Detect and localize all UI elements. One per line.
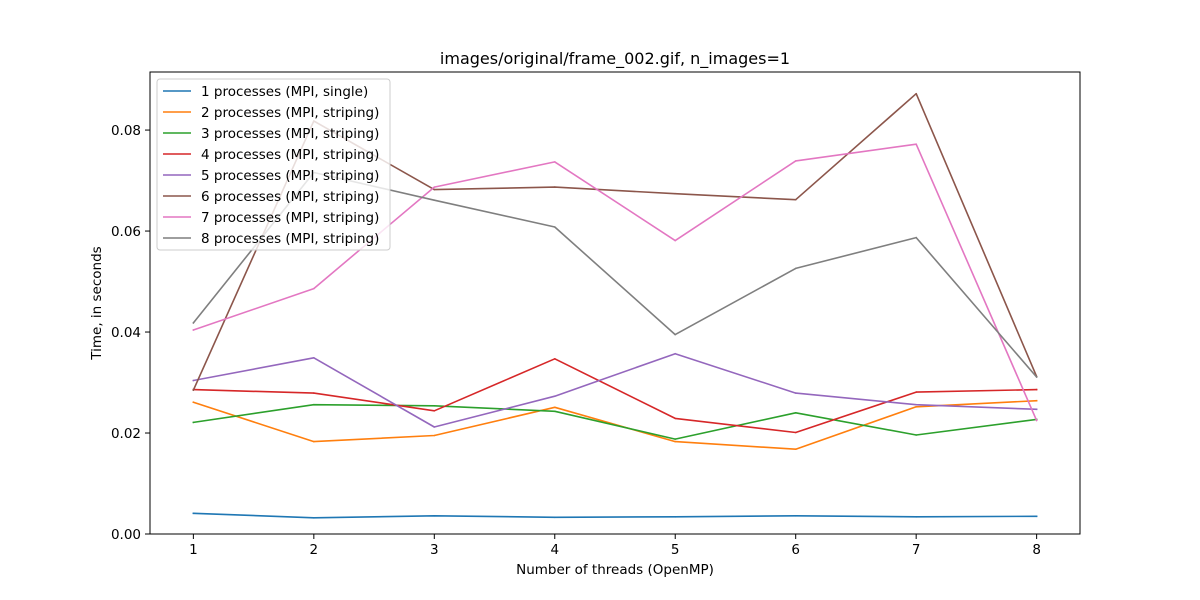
legend-label: 3 processes (MPI, striping) bbox=[201, 126, 379, 142]
x-tick-label: 6 bbox=[791, 542, 800, 558]
x-tick-label: 4 bbox=[550, 542, 559, 558]
series-5-point bbox=[313, 357, 315, 359]
series-5-point bbox=[915, 403, 917, 406]
series-5-point bbox=[554, 395, 556, 398]
series-7-point bbox=[915, 143, 917, 145]
series-1-point bbox=[915, 516, 917, 518]
series-1-point bbox=[192, 512, 195, 515]
series-7-point bbox=[313, 287, 315, 290]
series-6-point bbox=[915, 92, 917, 95]
series-8-point bbox=[192, 322, 195, 324]
series-2-point bbox=[1035, 399, 1038, 402]
series-line-5 bbox=[192, 352, 1038, 428]
series-3-point bbox=[554, 410, 556, 413]
series-4-point bbox=[1035, 388, 1038, 391]
x-tick-label: 3 bbox=[430, 542, 439, 558]
series-6-point bbox=[433, 188, 436, 191]
series-line-3 bbox=[192, 403, 1038, 440]
series-8-point bbox=[674, 333, 676, 336]
x-tick-label: 8 bbox=[1032, 542, 1041, 558]
series-6-point bbox=[674, 192, 676, 195]
series-7-point bbox=[674, 239, 676, 242]
series-3-point bbox=[674, 438, 676, 440]
series-line-7 bbox=[192, 143, 1038, 422]
series-2-point bbox=[674, 440, 676, 443]
series-3-point bbox=[313, 403, 315, 406]
series-4-point bbox=[674, 417, 676, 420]
series-3-point bbox=[192, 421, 195, 424]
series-8-point bbox=[1035, 376, 1038, 378]
series-line-4 bbox=[192, 357, 1038, 434]
x-tick-label: 7 bbox=[912, 542, 921, 558]
series-7-point bbox=[1035, 419, 1038, 422]
legend: 1 processes (MPI, single) 2 processes (MP… bbox=[156, 78, 391, 251]
x-tick-label: 1 bbox=[189, 542, 198, 558]
series-4-point bbox=[433, 410, 436, 412]
series-2-point bbox=[554, 406, 556, 409]
legend-label: 8 processes (MPI, striping) bbox=[201, 231, 379, 247]
series-6-point bbox=[554, 186, 556, 188]
series-layer bbox=[192, 92, 1038, 519]
series-4-point bbox=[313, 392, 315, 394]
series-7-point bbox=[192, 329, 195, 331]
series-2-point bbox=[915, 406, 917, 408]
series-5-point bbox=[674, 352, 676, 355]
x-axis-label: Number of threads (OpenMP) bbox=[516, 562, 714, 578]
series-8-point bbox=[915, 236, 917, 239]
series-4-point bbox=[554, 358, 556, 360]
legend-label: 5 processes (MPI, striping) bbox=[201, 168, 379, 184]
series-2-point bbox=[794, 448, 797, 451]
series-3-point bbox=[794, 412, 797, 414]
y-tick-label: 0.08 bbox=[111, 123, 141, 139]
series-1-point bbox=[433, 515, 436, 517]
series-3-point bbox=[433, 405, 436, 407]
series-6-point bbox=[192, 389, 195, 391]
series-2-point bbox=[433, 434, 436, 437]
series-5-point bbox=[1035, 408, 1038, 411]
y-tick-label: 0.00 bbox=[111, 527, 141, 543]
series-1-point bbox=[794, 515, 797, 517]
y-tick-label: 0.02 bbox=[111, 426, 141, 442]
series-5-point bbox=[433, 426, 436, 428]
series-2-point bbox=[313, 440, 315, 443]
series-4-point bbox=[915, 391, 917, 393]
y-tick-label: 0.06 bbox=[111, 224, 141, 240]
legend-label: 6 processes (MPI, striping) bbox=[201, 189, 379, 205]
series-2-point bbox=[192, 401, 195, 404]
y-axis-label: Time, in seconds bbox=[89, 246, 105, 360]
series-7-point bbox=[794, 160, 797, 162]
x-tick-label: 2 bbox=[310, 542, 319, 558]
series-1-point bbox=[313, 517, 315, 519]
series-5-point bbox=[794, 392, 797, 394]
series-6-point bbox=[794, 198, 797, 201]
series-7-point bbox=[433, 186, 436, 188]
series-8-point bbox=[794, 267, 797, 270]
series-1-point bbox=[1035, 515, 1038, 518]
series-line-1 bbox=[192, 512, 1038, 519]
series-8-point bbox=[433, 199, 436, 201]
series-3-point bbox=[915, 434, 917, 436]
series-8-point bbox=[554, 226, 556, 228]
series-5-point bbox=[192, 379, 195, 382]
legend-label: 7 processes (MPI, striping) bbox=[201, 210, 379, 226]
y-tick-label: 0.04 bbox=[111, 325, 141, 341]
chart-title: images/original/frame_002.gif, n_images=… bbox=[440, 49, 790, 69]
legend-frame bbox=[156, 78, 391, 251]
series-1-point bbox=[554, 516, 556, 519]
x-axis: 1 2 3 4 5 6 7 8 bbox=[189, 534, 1041, 558]
series-1-point bbox=[674, 516, 676, 518]
series-7-point bbox=[554, 161, 556, 163]
x-tick-label: 5 bbox=[671, 542, 680, 558]
legend-label: 1 processes (MPI, single) bbox=[201, 84, 368, 100]
legend-label: 2 processes (MPI, striping) bbox=[201, 105, 379, 121]
y-axis: 0.00 0.02 0.04 0.06 0.08 bbox=[111, 123, 150, 543]
series-4-point bbox=[794, 431, 797, 434]
legend-label: 4 processes (MPI, striping) bbox=[201, 147, 379, 163]
plot-area-frame bbox=[149, 71, 1081, 535]
